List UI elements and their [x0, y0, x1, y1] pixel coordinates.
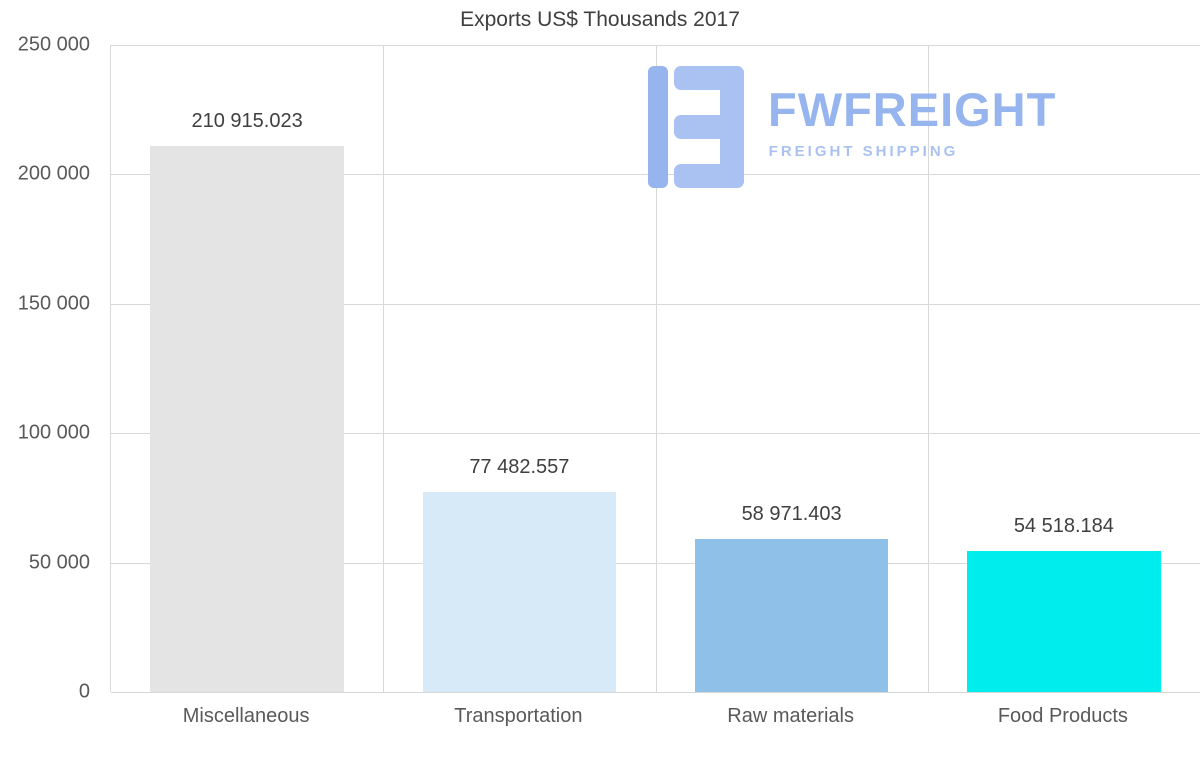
gridline-v: [927, 45, 929, 692]
brand-text-block: FWFREIGHT FREIGHT SHIPPING: [768, 66, 1056, 160]
bar-value-label: 210 915.023: [191, 110, 303, 133]
bar-column-raw-materials: 58 971.403: [656, 45, 928, 692]
x-axis-label-food-products: Food Products: [997, 705, 1128, 727]
x-axis-label-transportation: Transportation: [454, 705, 583, 727]
gridline-h: [111, 692, 1200, 693]
brand-name: FWFREIGHT: [768, 83, 1057, 136]
x-axis-label-miscellaneous: Miscellaneous: [182, 705, 310, 727]
bar-value-label: 77 482.557: [469, 455, 570, 478]
y-tick-label: 200 000: [17, 162, 90, 185]
bar-food-products: [967, 550, 1161, 692]
plot-area: 210 915.023 77 482.557 58 971.403 54 518…: [110, 45, 1200, 693]
x-axis-label-raw-materials: Raw materials: [727, 705, 854, 727]
gridline-v: [383, 45, 385, 692]
freight-logo-f-icon: [648, 66, 744, 188]
y-tick-label: 100 000: [17, 421, 90, 444]
chart-title: Exports US$ Thousands 2017: [460, 8, 740, 31]
y-tick-label: 150 000: [17, 292, 90, 315]
bar-column-transportation: 77 482.557: [383, 45, 655, 692]
bar-column-miscellaneous: 210 915.023: [111, 45, 383, 692]
x-axis: Miscellaneous Transportation Raw materia…: [110, 705, 1199, 728]
y-axis: 250 000 200 000 150 000 100 000 50 000 0: [0, 34, 100, 703]
brand-subtitle: FREIGHT SHIPPING: [768, 143, 959, 160]
bar-raw-materials: [694, 539, 889, 692]
bar-value-label: 54 518.184: [1013, 514, 1114, 537]
watermark-logo: FWFREIGHT FREIGHT SHIPPING: [648, 66, 1056, 188]
bar-column-food-products: 54 518.184: [928, 45, 1200, 692]
bar-value-label: 58 971.403: [741, 503, 842, 526]
bar-miscellaneous: [150, 146, 344, 692]
y-tick-label: 50 000: [28, 551, 90, 574]
bar-transportation: [422, 491, 617, 692]
y-tick-label: 250 000: [17, 33, 90, 56]
bar-series: 210 915.023 77 482.557 58 971.403 54 518…: [111, 45, 1200, 692]
gridline-v: [655, 45, 657, 692]
y-tick-label: 0: [78, 680, 90, 703]
